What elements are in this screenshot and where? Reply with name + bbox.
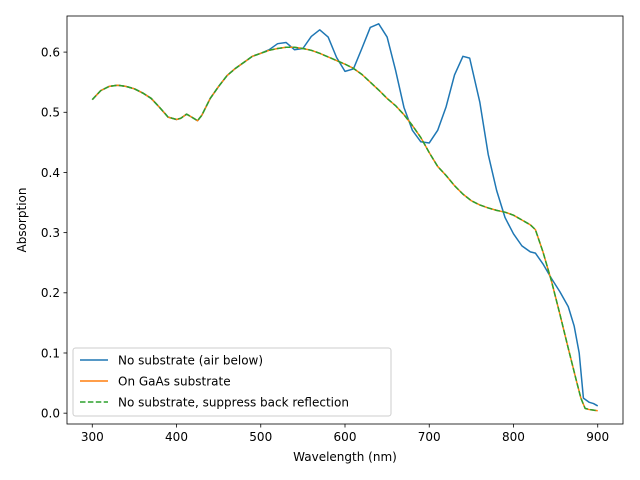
x-tick-label: 500	[249, 430, 272, 444]
y-tick-label: 0.3	[41, 226, 60, 240]
y-tick-label: 0.5	[41, 106, 60, 120]
y-tick-label: 0.1	[41, 346, 60, 360]
series-line-2	[91, 46, 598, 412]
legend: No substrate (air below) On GaAs substrat…	[72, 347, 392, 417]
x-tick-label: 800	[502, 430, 525, 444]
y-tick-label: 0.4	[41, 166, 60, 180]
y-tick-label: 0.6	[41, 45, 60, 59]
x-axis-label: Wavelength (nm)	[293, 450, 397, 464]
legend-label-0: No substrate (air below)	[118, 353, 263, 367]
legend-label-2: No substrate, suppress back reflection	[118, 395, 349, 409]
axes: 300 400 500 600 700 800 900 0.0 0.1 0.2 0.3 0.4 0.5 0…	[41, 15, 624, 444]
y-tick-label: 0.0	[41, 406, 60, 420]
x-tick-label: 600	[334, 430, 357, 444]
legend-box	[72, 347, 392, 417]
legend-label-1: On GaAs substrate	[118, 374, 231, 388]
plot-area	[91, 23, 599, 412]
y-tick-label: 0.2	[41, 286, 60, 300]
x-tick-label: 300	[81, 430, 104, 444]
x-tick-label: 900	[586, 430, 609, 444]
y-axis-label: Absorption	[15, 188, 29, 253]
x-tick-label: 400	[165, 430, 188, 444]
x-tick-label: 700	[418, 430, 441, 444]
